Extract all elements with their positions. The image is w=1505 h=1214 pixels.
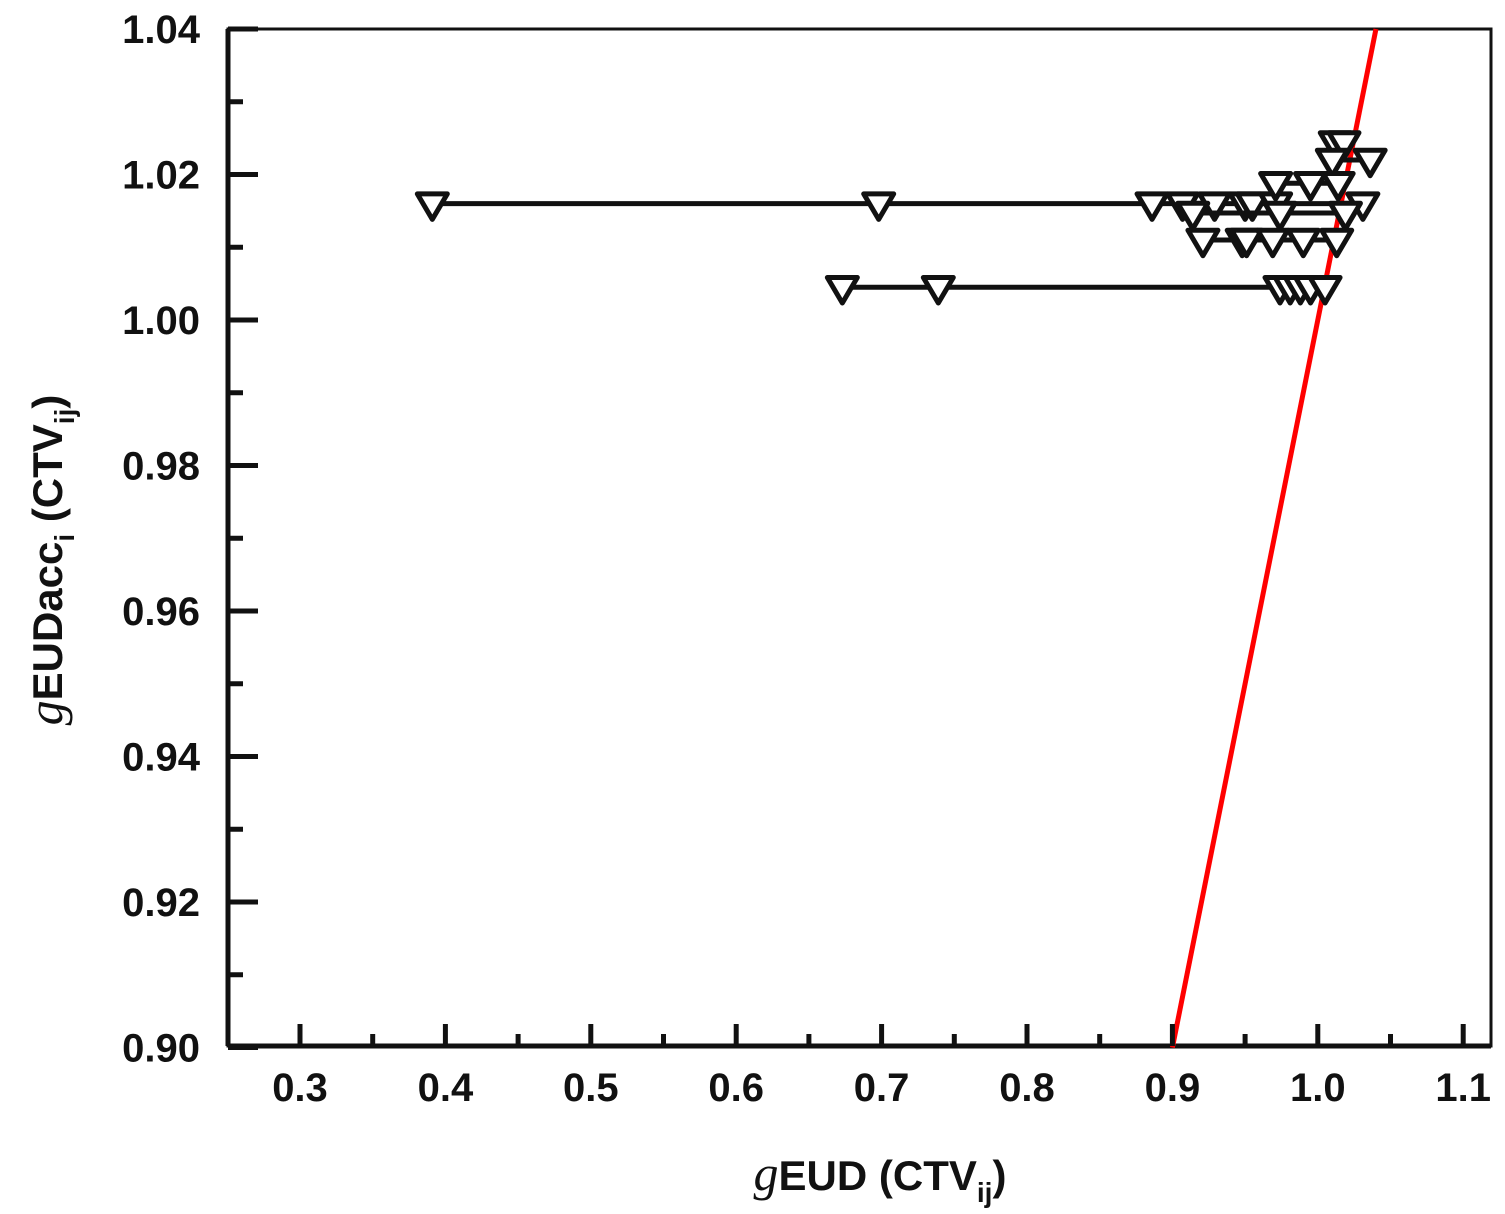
y-tick-label: 1.04 xyxy=(122,8,201,52)
down-triangle-marker xyxy=(1255,227,1291,259)
data-series xyxy=(414,130,1388,306)
x-tick-label: 0.7 xyxy=(854,1066,910,1110)
down-triangle-marker xyxy=(920,275,956,306)
identity-line xyxy=(1169,28,1379,1048)
y-tick-label: 1.02 xyxy=(122,154,200,198)
series-row-1.0188 xyxy=(1258,170,1356,202)
series-row-1.011 xyxy=(1185,227,1355,259)
down-triangle-marker xyxy=(1319,227,1355,259)
series-row-1.0244 xyxy=(1317,130,1362,161)
down-triangle-marker xyxy=(414,191,450,222)
x-axis-ticks: 0.3 0.4 0.5 0.6 0.7 0.8 0.9 1.0 1.1 xyxy=(272,1024,1491,1110)
x-tick-label: 0.6 xyxy=(708,1066,764,1110)
x-tick-label: 0.9 xyxy=(1145,1066,1201,1110)
y-tick-label: 0.96 xyxy=(122,590,200,634)
identity-reference-line xyxy=(1169,28,1379,1048)
x-tick-label: 0.5 xyxy=(563,1066,619,1110)
x-tick-label: 0.8 xyxy=(999,1066,1055,1110)
y-axis-ticks: 0.90 0.92 0.94 0.96 0.98 1.00 1.02 1.04 xyxy=(122,8,258,1071)
y-tick-label: 0.94 xyxy=(122,736,201,780)
series-row-1.0045 xyxy=(824,275,1343,306)
series-row-1.0147 xyxy=(1175,200,1363,232)
down-triangle-marker xyxy=(1327,200,1363,232)
down-triangle-marker xyxy=(1185,227,1221,259)
down-triangle-marker xyxy=(824,275,860,306)
x-axis-title: gEUD (CTVij) xyxy=(754,1145,1007,1208)
y-tick-label: 0.92 xyxy=(122,881,200,925)
series-row-1.022 xyxy=(1314,147,1388,179)
x-tick-label: 1.1 xyxy=(1435,1066,1491,1110)
down-triangle-marker xyxy=(1234,191,1270,222)
y-tick-label: 0.98 xyxy=(122,445,200,489)
down-triangle-marker xyxy=(1285,227,1321,259)
down-triangle-marker xyxy=(1258,170,1294,202)
down-triangle-marker xyxy=(1326,130,1362,161)
down-triangle-marker xyxy=(1307,275,1343,306)
down-triangle-marker xyxy=(1352,147,1388,179)
down-triangle-marker xyxy=(1314,147,1350,179)
down-triangle-marker xyxy=(1293,170,1329,202)
down-triangle-marker xyxy=(1134,191,1170,222)
x-tick-label: 0.3 xyxy=(272,1066,328,1110)
y-tick-label: 1.00 xyxy=(122,299,200,343)
down-triangle-marker xyxy=(1262,200,1298,232)
down-triangle-marker xyxy=(861,191,897,222)
y-axis-title: gEUDacci (CTVij) xyxy=(17,395,80,726)
y-tick-label: 0.90 xyxy=(122,1027,200,1071)
x-tick-label: 0.4 xyxy=(418,1066,474,1110)
down-triangle-marker xyxy=(1320,170,1356,202)
down-triangle-marker xyxy=(1229,227,1265,259)
down-triangle-marker xyxy=(1175,200,1211,232)
x-tick-label: 1.0 xyxy=(1290,1066,1346,1110)
